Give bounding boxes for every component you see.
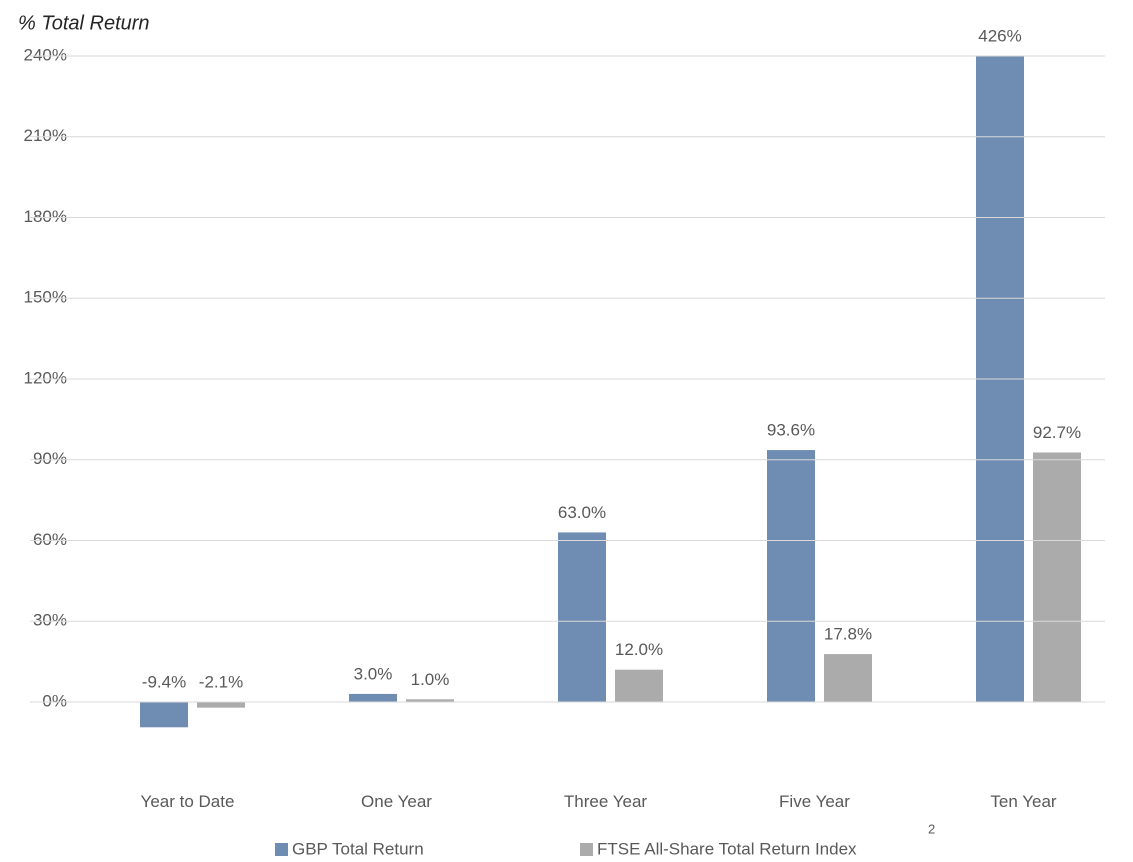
bar — [615, 669, 663, 702]
data-label: 1.0% — [411, 670, 450, 689]
plot-area — [140, 56, 1081, 728]
y-tick-label: 0% — [42, 691, 67, 710]
x-tick-label: Three Year — [564, 792, 648, 811]
bar — [767, 450, 815, 702]
x-tick-label: Year to Date — [141, 792, 235, 811]
bar — [349, 693, 397, 702]
footnote: 2 — [928, 821, 935, 836]
x-tick-label: Ten Year — [990, 792, 1057, 811]
y-tick-label: 180% — [24, 207, 67, 226]
y-tick-label: 30% — [33, 611, 67, 630]
bar — [406, 699, 454, 702]
x-tick-label: Five Year — [779, 792, 850, 811]
legend-label: GBP Total Return — [292, 839, 424, 858]
data-label: -9.4% — [142, 672, 186, 691]
data-label: 92.7% — [1033, 423, 1081, 442]
data-label: 426% — [978, 26, 1021, 45]
bar — [1033, 452, 1081, 702]
legend-swatch — [275, 843, 288, 856]
bar — [140, 702, 188, 728]
bar — [824, 654, 872, 702]
bar — [558, 532, 606, 702]
bar — [976, 56, 1024, 703]
y-tick-label: 60% — [33, 530, 67, 549]
data-label: -2.1% — [199, 672, 243, 691]
x-tick-label: One Year — [361, 792, 432, 811]
data-label: 17.8% — [824, 625, 872, 644]
data-label: 12.0% — [615, 640, 663, 659]
y-tick-label: 90% — [33, 449, 67, 468]
bar — [197, 702, 245, 708]
y-tick-label: 120% — [24, 368, 67, 387]
legend-label: FTSE All-Share Total Return Index — [597, 839, 857, 858]
y-tick-label: 210% — [24, 126, 67, 145]
data-label: 63.0% — [558, 503, 606, 522]
data-label: 93.6% — [767, 421, 815, 440]
y-tick-label: 150% — [24, 288, 67, 307]
legend-swatch — [580, 843, 593, 856]
data-label: 3.0% — [354, 664, 393, 683]
chart-title: % Total Return — [18, 12, 150, 34]
y-tick-label: 240% — [24, 45, 67, 64]
